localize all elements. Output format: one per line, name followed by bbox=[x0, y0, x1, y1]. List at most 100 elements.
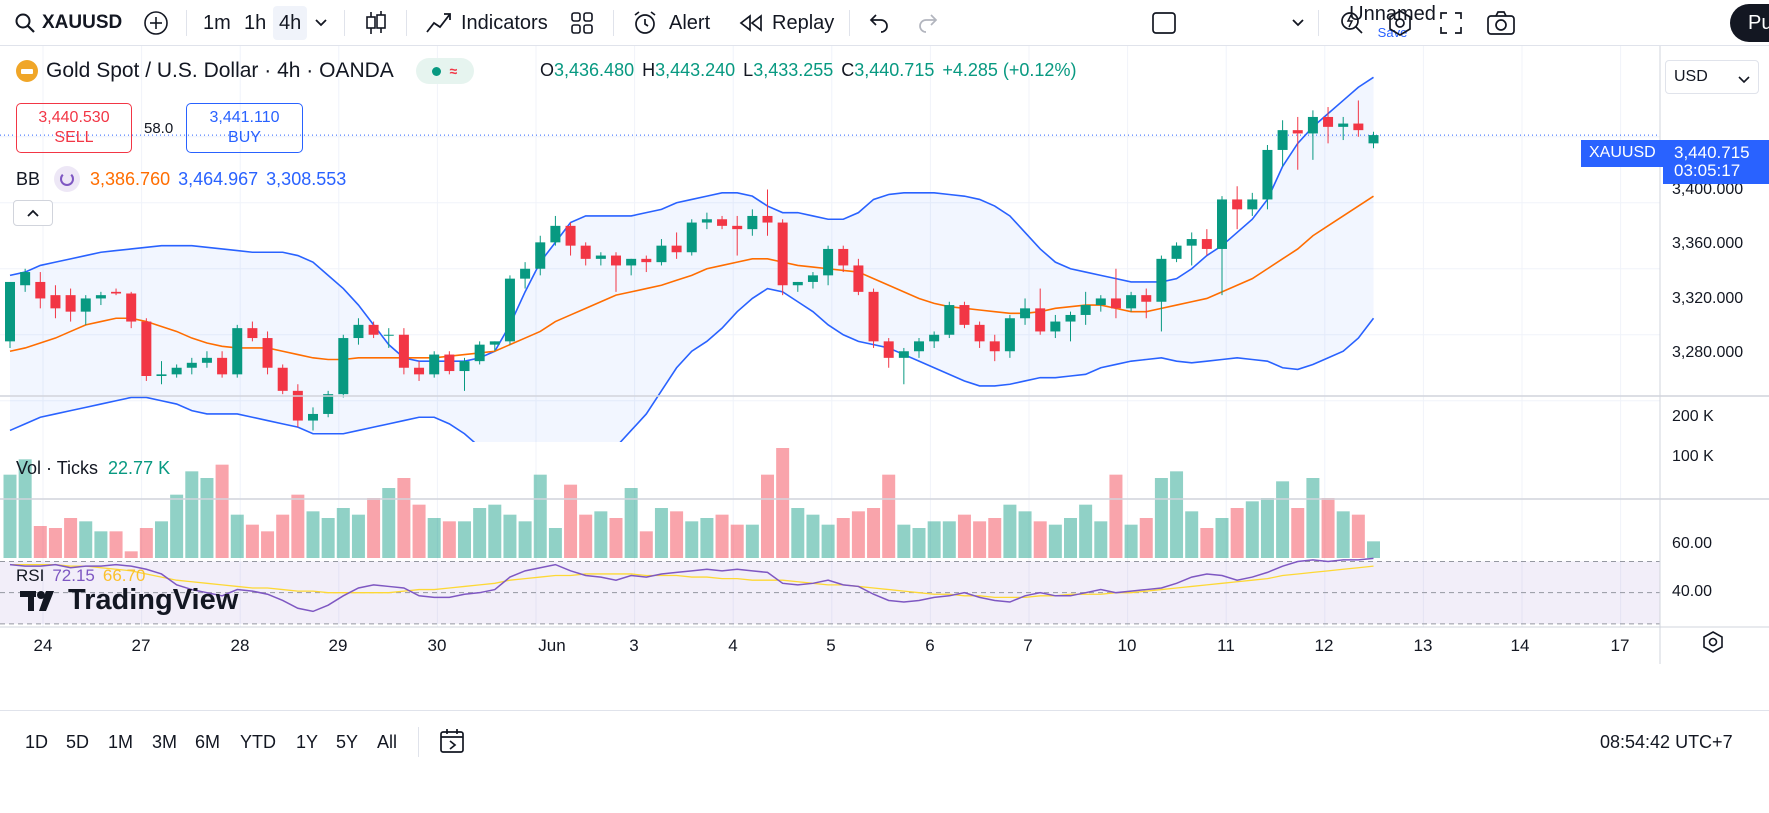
candle-body bbox=[868, 291, 879, 342]
timezone-clock[interactable]: 08:54:42 UTC+7 bbox=[1600, 732, 1733, 752]
volume-bar bbox=[867, 508, 881, 558]
tradingview-logo[interactable]: TradingView bbox=[20, 584, 238, 617]
volume-bar bbox=[1003, 504, 1017, 558]
chart-area[interactable]: Gold Spot / U.S. Dollar · 4h · OANDA ≈ O… bbox=[0, 46, 1769, 813]
range-1y[interactable]: 1Y bbox=[296, 732, 319, 752]
divider bbox=[406, 10, 407, 36]
axis-settings-button[interactable] bbox=[1701, 630, 1725, 659]
volume-bar bbox=[1321, 498, 1335, 558]
volume-bar bbox=[942, 521, 956, 558]
candle-body bbox=[914, 341, 924, 352]
candle-body bbox=[671, 245, 682, 253]
candle-body bbox=[1126, 295, 1137, 309]
undo-button[interactable] bbox=[866, 6, 890, 40]
market-status-pill[interactable]: ≈ bbox=[415, 58, 474, 84]
currency-select[interactable]: USD bbox=[1665, 60, 1759, 94]
goto-date-button[interactable] bbox=[438, 727, 468, 760]
snapshot-button[interactable] bbox=[1486, 6, 1516, 40]
plus-circle-icon bbox=[143, 10, 169, 36]
time-axis-label: Jun bbox=[538, 636, 566, 655]
price-axis-label: 3,320.000 bbox=[1672, 290, 1744, 307]
candle-body bbox=[823, 248, 834, 276]
spread-value: 58.0 bbox=[144, 120, 174, 137]
layout-dropdown[interactable] bbox=[1291, 6, 1305, 40]
volume-bar bbox=[33, 526, 47, 558]
volume-bar bbox=[18, 459, 32, 558]
candle-body bbox=[186, 362, 197, 368]
bb-legend[interactable]: BB 3,386.760 3,464.967 3,308.553 bbox=[16, 166, 346, 192]
volume-bar bbox=[1200, 528, 1214, 558]
candle-body bbox=[1050, 321, 1061, 332]
volume-bar bbox=[1260, 498, 1274, 558]
range-ytd[interactable]: YTD bbox=[240, 732, 276, 752]
collapse-legend-button[interactable] bbox=[13, 200, 53, 226]
volume-axis-label: 100 K bbox=[1672, 448, 1714, 465]
volume-bar bbox=[518, 521, 532, 558]
candle-body bbox=[520, 268, 531, 279]
rsi-axis-label: 60.00 bbox=[1672, 535, 1713, 552]
volume-bar bbox=[624, 488, 638, 558]
layout-templates-button[interactable] bbox=[569, 6, 595, 40]
fullscreen-button[interactable] bbox=[1438, 6, 1464, 40]
open-value: 3,436.480 bbox=[554, 60, 635, 80]
divider bbox=[849, 10, 850, 36]
volume-bar bbox=[1154, 478, 1168, 558]
candle-body bbox=[1338, 123, 1349, 127]
candle-body bbox=[641, 258, 652, 263]
range-6m[interactable]: 6M bbox=[195, 732, 221, 752]
rsi-axis-label: 40.00 bbox=[1672, 583, 1713, 600]
compare-button[interactable] bbox=[143, 6, 169, 40]
candle-body bbox=[883, 341, 894, 358]
candle-body bbox=[247, 328, 258, 339]
buy-button[interactable]: 3,441.110 BUY bbox=[186, 103, 303, 153]
range-1d[interactable]: 1D bbox=[25, 732, 49, 752]
buy-label: BUY bbox=[228, 129, 261, 146]
range-3m[interactable]: 3M bbox=[152, 732, 178, 752]
divider bbox=[613, 10, 614, 36]
layout-icon-button[interactable] bbox=[1150, 6, 1178, 40]
last-price-label: 3,440.715 03:05:17 bbox=[1663, 140, 1769, 184]
candle-body bbox=[1307, 116, 1318, 134]
low-key: L bbox=[743, 60, 754, 80]
publish-button[interactable]: Pu bbox=[1730, 4, 1769, 42]
range-all[interactable]: All bbox=[377, 732, 398, 752]
symbol-legend[interactable]: Gold Spot / U.S. Dollar · 4h · OANDA ≈ bbox=[16, 58, 474, 84]
chevron-up-icon bbox=[27, 209, 39, 217]
candle-body bbox=[1171, 245, 1182, 259]
candle-body bbox=[156, 374, 167, 376]
chevron-down-icon bbox=[314, 18, 328, 28]
time-axis-label: 14 bbox=[1510, 636, 1530, 655]
timeframe-1h[interactable]: 1h bbox=[244, 11, 267, 34]
range-5y[interactable]: 5Y bbox=[336, 732, 359, 752]
replay-button[interactable]: Replay bbox=[738, 6, 834, 40]
range-1m[interactable]: 1M bbox=[108, 732, 134, 752]
volume-bar bbox=[1139, 518, 1153, 558]
volume-bar bbox=[897, 524, 911, 558]
redo-button[interactable] bbox=[917, 6, 941, 40]
settings-button[interactable] bbox=[1386, 6, 1414, 40]
timeframe-dropdown[interactable] bbox=[314, 6, 328, 40]
volume-bar bbox=[821, 524, 835, 558]
alert-button[interactable]: Alert bbox=[631, 6, 710, 40]
candle-body bbox=[1217, 199, 1227, 249]
candle-body bbox=[792, 281, 803, 286]
candle-body bbox=[1186, 239, 1197, 246]
volume-legend[interactable]: Vol · Ticks 22.77 K bbox=[16, 458, 170, 479]
indicators-button[interactable]: Indicators bbox=[425, 6, 548, 40]
timeframe-1m[interactable]: 1m bbox=[203, 11, 231, 34]
chart-type-button[interactable] bbox=[364, 6, 388, 40]
rewind-icon bbox=[738, 13, 764, 33]
timeframe-4h[interactable]: 4h bbox=[273, 6, 308, 40]
sell-button[interactable]: 3,440.530 SELL bbox=[16, 103, 132, 153]
range-5d[interactable]: 5D bbox=[66, 732, 90, 752]
candle-body bbox=[262, 338, 273, 368]
volume-bar bbox=[1245, 501, 1259, 558]
rsi-legend[interactable]: RSI 72.15 66.70 bbox=[16, 566, 145, 586]
volume-bar bbox=[988, 518, 1002, 558]
chart-canvas[interactable] bbox=[0, 46, 1769, 813]
quick-search-button[interactable] bbox=[1338, 6, 1366, 40]
symbol-search[interactable]: XAUUSD bbox=[14, 6, 122, 40]
close-value: 3,440.715 bbox=[854, 60, 935, 80]
layout-name-button[interactable]: Unnamed Save bbox=[1320, 3, 1465, 43]
chevron-down-icon bbox=[1291, 18, 1305, 28]
